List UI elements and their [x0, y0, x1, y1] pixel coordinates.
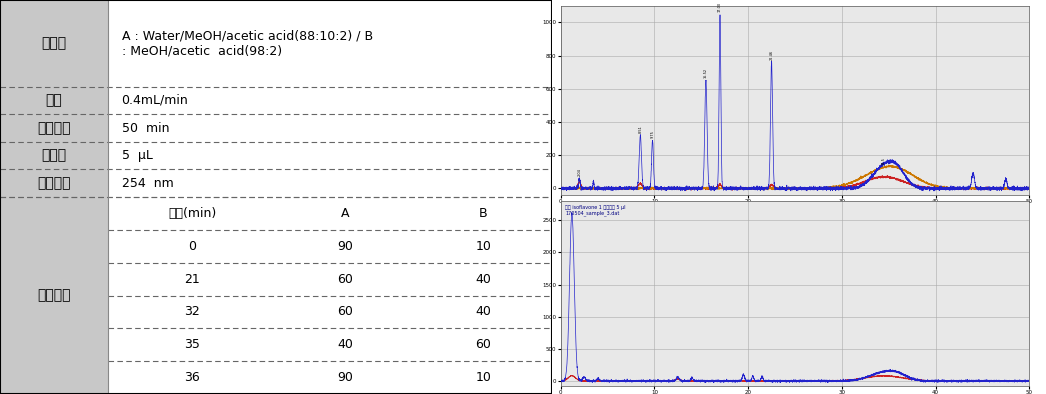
Bar — [108, 197, 552, 394]
Text: 5  μL: 5 μL — [121, 149, 153, 162]
Text: 21: 21 — [184, 273, 200, 286]
Text: 17.00: 17.00 — [718, 2, 722, 12]
Text: 40: 40 — [476, 273, 492, 286]
Bar — [108, 142, 552, 169]
Bar — [108, 114, 552, 142]
Text: 검출파장: 검출파장 — [37, 176, 70, 190]
Text: A: A — [341, 207, 349, 220]
Bar — [108, 87, 552, 114]
Text: 8.51: 8.51 — [638, 125, 642, 133]
Text: 40: 40 — [476, 305, 492, 318]
Bar — [108, 0, 552, 87]
Text: 유속: 유속 — [45, 93, 62, 108]
X-axis label: minutes: minutes — [783, 206, 806, 210]
Text: 분석시간: 분석시간 — [37, 121, 70, 135]
Text: 9.75: 9.75 — [651, 130, 655, 138]
Text: 0: 0 — [188, 240, 197, 253]
Text: 0.4mL/min: 0.4mL/min — [121, 94, 188, 107]
Bar — [108, 169, 552, 197]
Text: 10: 10 — [476, 371, 492, 384]
Text: 60: 60 — [338, 305, 354, 318]
Text: 32: 32 — [184, 305, 200, 318]
Text: 10: 10 — [476, 240, 492, 253]
Text: 이동상: 이동상 — [41, 36, 66, 50]
Text: 90: 90 — [338, 240, 354, 253]
Text: 34.5: 34.5 — [882, 157, 886, 165]
Text: 15.52: 15.52 — [704, 68, 708, 78]
Text: 254  nm: 254 nm — [121, 177, 174, 190]
Text: 90: 90 — [338, 371, 354, 384]
Text: B: B — [479, 207, 487, 220]
Text: 주입량: 주입량 — [41, 149, 66, 163]
Text: 시간(min): 시간(min) — [168, 207, 217, 220]
Text: 2.04: 2.04 — [577, 168, 582, 176]
Text: 60: 60 — [476, 338, 492, 351]
Text: 분석조건: 분석조건 — [37, 288, 70, 303]
Text: 22.46: 22.46 — [770, 50, 774, 60]
Text: A : Water/MeOH/acetic acid(88:10:2) / B
: MeOH/acetic  acid(98:2): A : Water/MeOH/acetic acid(88:10:2) / B … — [121, 29, 372, 58]
Text: 36: 36 — [184, 371, 200, 384]
Text: 50  min: 50 min — [121, 122, 169, 134]
Text: 대두 isoflavone 1 표준용액 5 μl
170504_sample_3.dat: 대두 isoflavone 1 표준용액 5 μl 170504_sample_… — [565, 204, 626, 216]
Text: 60: 60 — [338, 273, 354, 286]
Text: 35: 35 — [184, 338, 200, 351]
Text: 40: 40 — [338, 338, 354, 351]
